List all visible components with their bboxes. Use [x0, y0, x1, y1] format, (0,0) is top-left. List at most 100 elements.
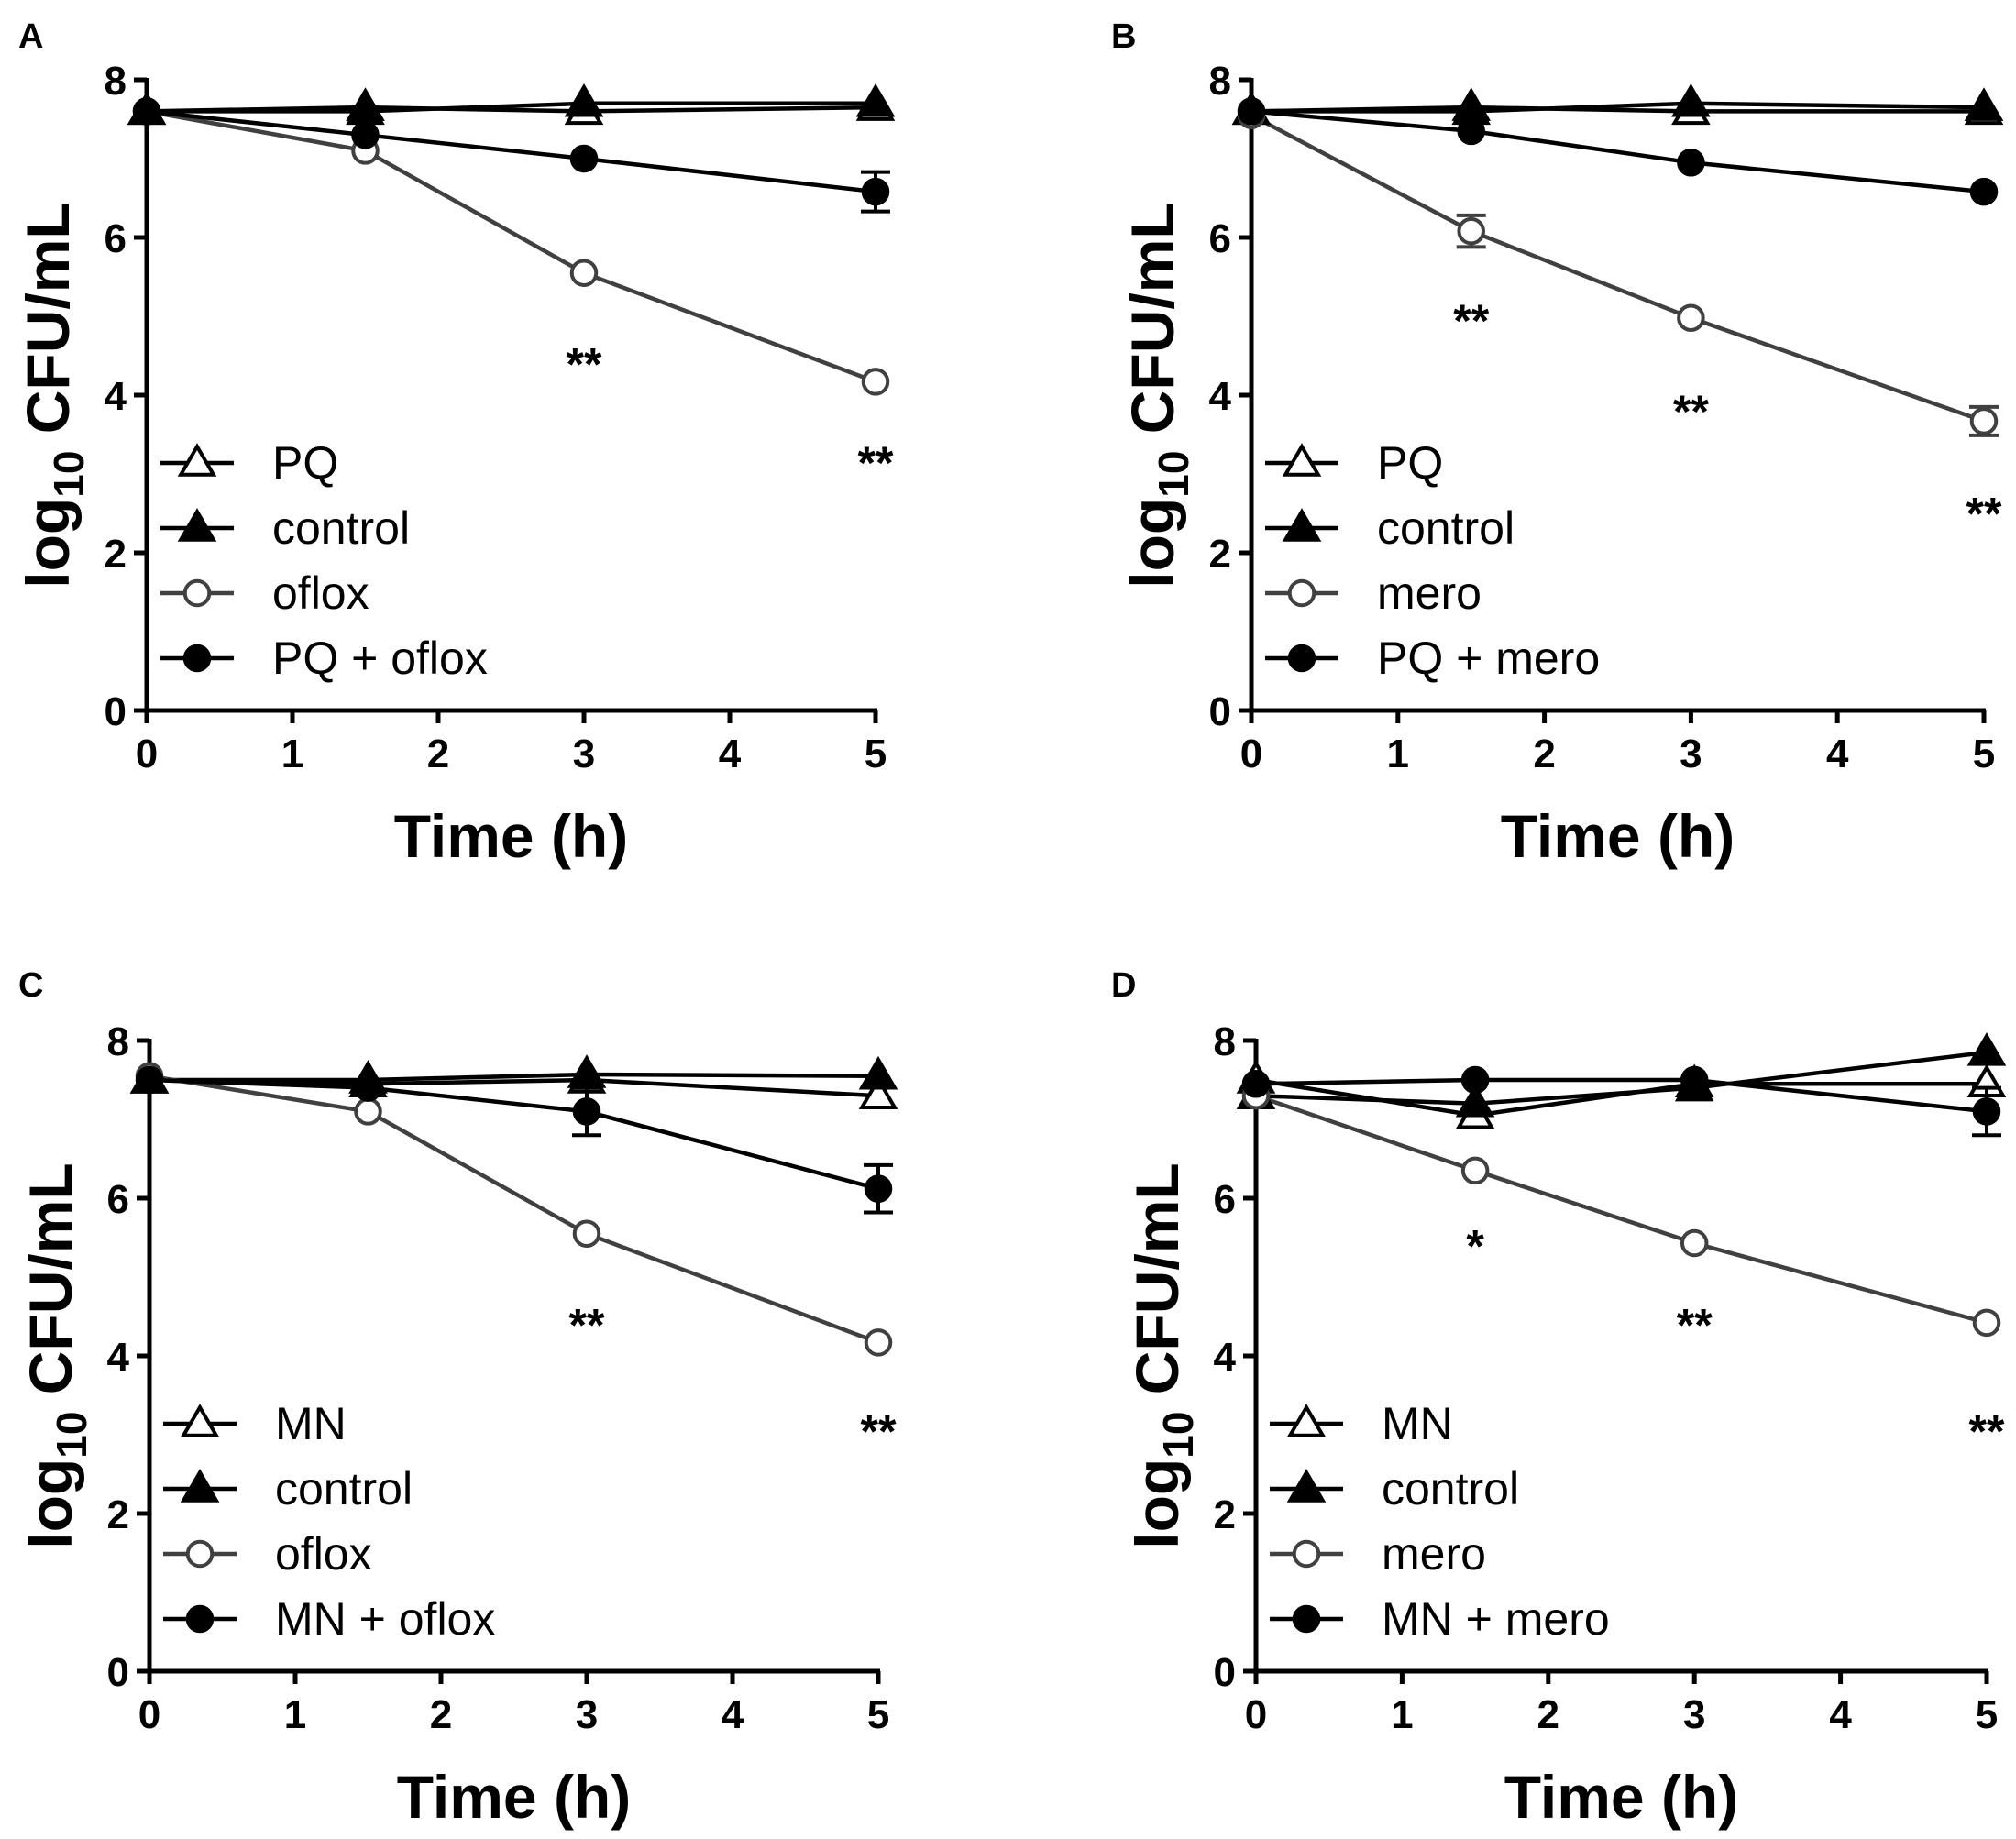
legend-marker-pq	[177, 443, 217, 477]
data-point-pq-oflox	[861, 177, 890, 206]
series-line-pq-mero	[1250, 109, 1985, 194]
data-point-pq-oflox	[132, 97, 161, 126]
series-line-control	[147, 101, 876, 114]
data-point-oflox	[861, 368, 890, 396]
y-tick-label: 2	[1209, 532, 1231, 577]
data-point-mn-oflox	[572, 1097, 601, 1126]
x-axis-title: Time (h)	[394, 802, 628, 870]
y-tick-label: 8	[107, 1019, 129, 1064]
x-tick-label: 2	[1533, 732, 1555, 776]
data-point-control	[1671, 83, 1711, 117]
x-tick-label: 1	[1387, 732, 1409, 776]
y-axis-title-unit: CFU/mL	[1118, 202, 1186, 450]
x-tick-label: 5	[867, 1692, 889, 1737]
x-tick-label: 2	[430, 1692, 452, 1737]
data-point-control	[1964, 87, 2004, 121]
x-tick-label: 0	[138, 1692, 160, 1737]
data-point-mn	[858, 1075, 898, 1109]
data-point-pq-mero	[1237, 97, 1266, 126]
x-tick-label: 5	[1973, 732, 1995, 776]
legend-label-mn: MN	[1382, 1398, 1453, 1449]
data-point-mero	[1969, 407, 1999, 435]
legend-marker-pq-oflox	[182, 644, 212, 673]
data-point-mn-oflox	[354, 1074, 382, 1102]
legend-label-control: control	[1382, 1463, 1519, 1514]
legend-label-pq: PQ	[1377, 437, 1443, 489]
legend-marker-control	[177, 508, 217, 542]
y-axis-title-subscript: 10	[45, 451, 93, 498]
y-tick-label: 2	[1214, 1492, 1236, 1537]
data-point-pq-mero	[1457, 116, 1485, 146]
panel-label: A	[18, 17, 43, 56]
y-tick-label: 4	[107, 1335, 130, 1380]
data-point-oflox	[864, 1328, 893, 1357]
significance-marker: **	[569, 1299, 605, 1350]
data-point-pq-mero	[1677, 149, 1705, 177]
x-tick-label: 0	[1245, 1692, 1267, 1737]
legend-label-mn: MN	[275, 1398, 347, 1449]
legend-marker-mn	[1286, 1404, 1327, 1437]
legend-label-mero: mero	[1382, 1528, 1486, 1580]
data-point-control	[564, 83, 604, 117]
x-tick-label: 4	[719, 732, 742, 776]
legend-marker-oflox	[182, 578, 212, 608]
series-line-control	[1255, 1050, 1988, 1107]
data-point-mero	[1677, 303, 1705, 332]
legend-marker-control	[1282, 508, 1322, 542]
y-tick-label: 6	[1214, 1177, 1236, 1222]
y-tick-label: 0	[1209, 689, 1231, 734]
legend-marker-control	[180, 1469, 220, 1503]
legend-label-mn-mero: MN + mero	[1382, 1593, 1610, 1645]
series-line-control	[149, 1072, 879, 1083]
chart-panel-a: A 0 2 4 6 8 0 1 2 3 4 5 Time (h) log10 CFU/mL ** ** PQ co…	[14, 17, 896, 870]
legend-marker-mn-oflox	[185, 1604, 215, 1634]
series-line-mero	[1255, 1094, 1988, 1326]
x-tick-label: 4	[1826, 732, 1849, 776]
y-axis-title: log10 CFU/mL	[1118, 202, 1197, 588]
significance-marker: **	[1677, 1299, 1713, 1350]
data-point-mn-mero	[1680, 1065, 1709, 1095]
x-tick-label: 1	[284, 1692, 306, 1737]
significance-marker: **	[1453, 295, 1489, 347]
series-line-oflox	[146, 109, 876, 384]
y-axis-title-unit: CFU/mL	[14, 202, 82, 450]
legend-label-oflox: oflox	[272, 567, 369, 619]
legend-label-pq: PQ	[272, 437, 338, 489]
y-tick-label: 0	[1214, 1650, 1236, 1695]
data-point-control	[1966, 1032, 2007, 1066]
legend-label-control: control	[272, 502, 410, 554]
legend-marker-mn-mero	[1292, 1604, 1321, 1634]
x-tick-label: 0	[136, 732, 158, 776]
data-point-oflox	[572, 1219, 601, 1248]
data-point-pq-mero	[1969, 177, 1999, 206]
chart-panel-b: B 0 2 4 6 8 0 1 2 3 4 5 Time (h) log10 CFU/mL ** ** ** PQ…	[1111, 17, 2004, 870]
data-point-mero	[1680, 1228, 1709, 1258]
chart-panel-c: C 0 2 4 6 8 0 1 2 3 4 5 Time (h) log10 CFU/mL ** ** MN co…	[17, 966, 898, 1831]
data-point-mero	[1457, 216, 1485, 246]
y-tick-label: 6	[107, 1177, 129, 1222]
legend-label-control: control	[275, 1463, 413, 1514]
legend-marker-oflox	[185, 1539, 215, 1569]
legend-marker-mn	[180, 1404, 220, 1437]
x-tick-label: 3	[1680, 732, 1702, 776]
x-tick-label: 2	[427, 732, 449, 776]
data-point-control	[858, 1055, 898, 1090]
x-tick-label: 1	[281, 732, 303, 776]
legend-marker-mero	[1292, 1539, 1321, 1569]
panel-label: C	[18, 966, 43, 1005]
significance-marker: *	[1466, 1220, 1484, 1272]
y-axis-title-unit: CFU/mL	[1123, 1162, 1191, 1411]
significance-marker: **	[567, 338, 602, 390]
data-point-control	[855, 83, 896, 117]
x-tick-label: 5	[865, 732, 887, 776]
significance-marker: **	[1969, 1405, 2005, 1457]
data-point-mn-oflox	[864, 1174, 893, 1203]
data-point-pq-oflox	[569, 144, 599, 173]
data-point-mn-mero	[1972, 1097, 2001, 1126]
y-tick-label: 2	[105, 532, 127, 577]
legend-label-mero: mero	[1377, 567, 1482, 619]
y-tick-label: 8	[105, 59, 127, 104]
